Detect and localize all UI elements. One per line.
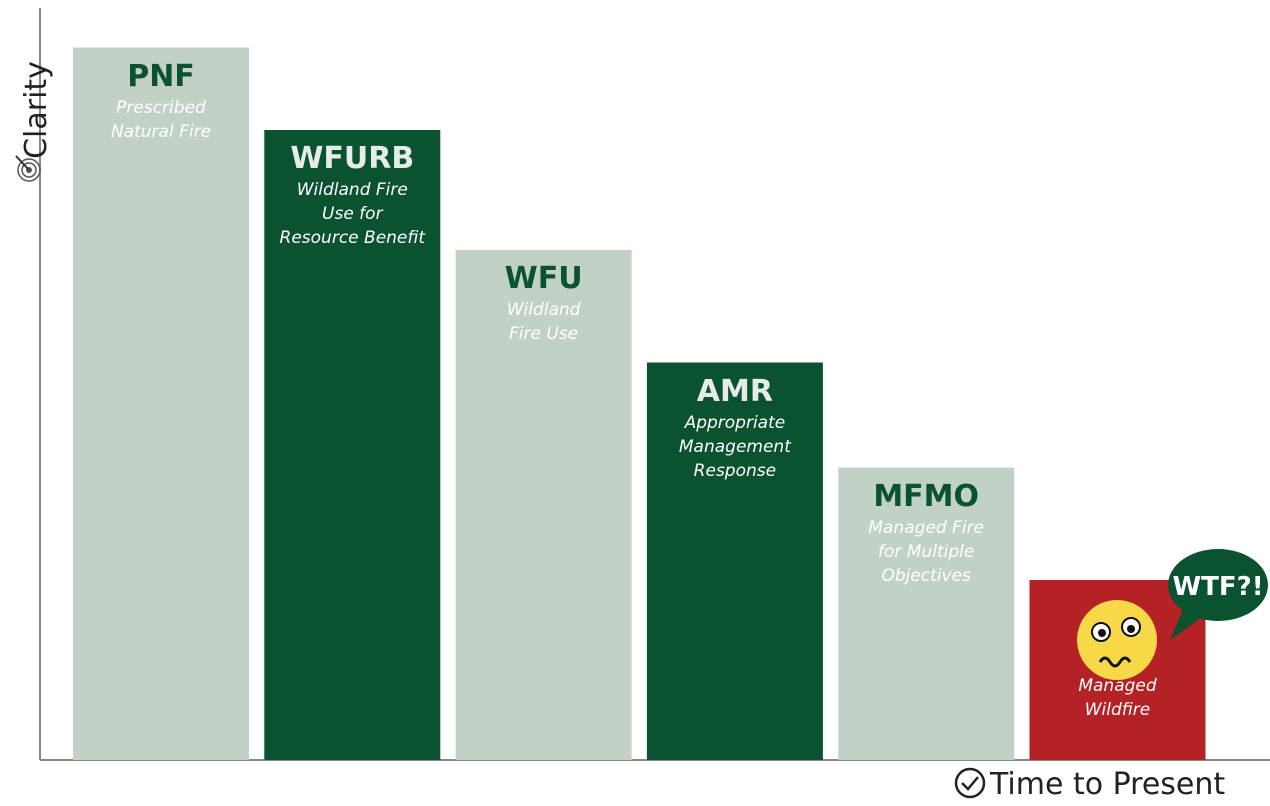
y-axis-label: Clarity <box>19 61 54 159</box>
speech-bubble <box>1168 549 1268 640</box>
worried-face <box>1077 600 1157 680</box>
bar-title: WFU <box>504 261 583 296</box>
bar <box>646 362 823 760</box>
bar-title: AMR <box>696 373 773 409</box>
bar <box>264 130 441 760</box>
annotation: WTF?! <box>1172 572 1263 602</box>
bar-title: MFMO <box>873 478 980 514</box>
bar-description: Wildland Fire Use <box>506 300 581 344</box>
bar <box>73 47 249 760</box>
bar-title: WFURB <box>290 141 415 176</box>
bar-description: Wildland Fire Use for Resource Benefit <box>279 180 426 248</box>
x-axis-label: Time to Present <box>989 767 1225 802</box>
bar-description: Prescribed Natural Fire <box>110 97 212 142</box>
bar-title: PNF <box>127 58 195 94</box>
target-icon <box>15 155 41 182</box>
bar-description: Managed Fire for Multiple Objectives <box>868 517 985 586</box>
bar-description: Managed Wildfire <box>1078 676 1157 720</box>
bar <box>455 250 632 760</box>
bar-description: Appropriate Management Response <box>678 412 791 481</box>
clock-icon <box>954 767 986 799</box>
bar <box>838 467 1015 760</box>
